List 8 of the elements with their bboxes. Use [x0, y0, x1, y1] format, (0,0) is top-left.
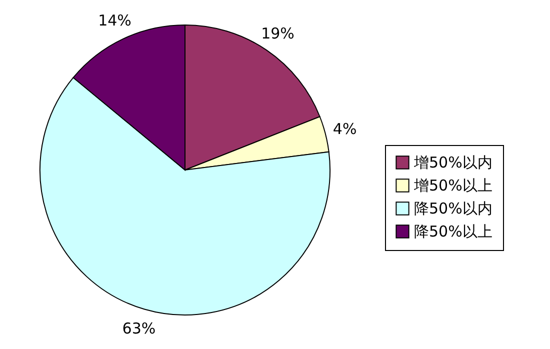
legend-label: 增50%以上	[413, 176, 492, 194]
data-label: 19%	[261, 24, 294, 43]
legend-label: 增50%以内	[413, 154, 492, 172]
data-label: 63%	[122, 319, 156, 338]
legend-label: 降50%以内	[414, 200, 492, 218]
data-label: 4%	[332, 120, 357, 138]
data-label: 14%	[98, 12, 132, 30]
legend-label: 降50%以上	[414, 222, 492, 240]
